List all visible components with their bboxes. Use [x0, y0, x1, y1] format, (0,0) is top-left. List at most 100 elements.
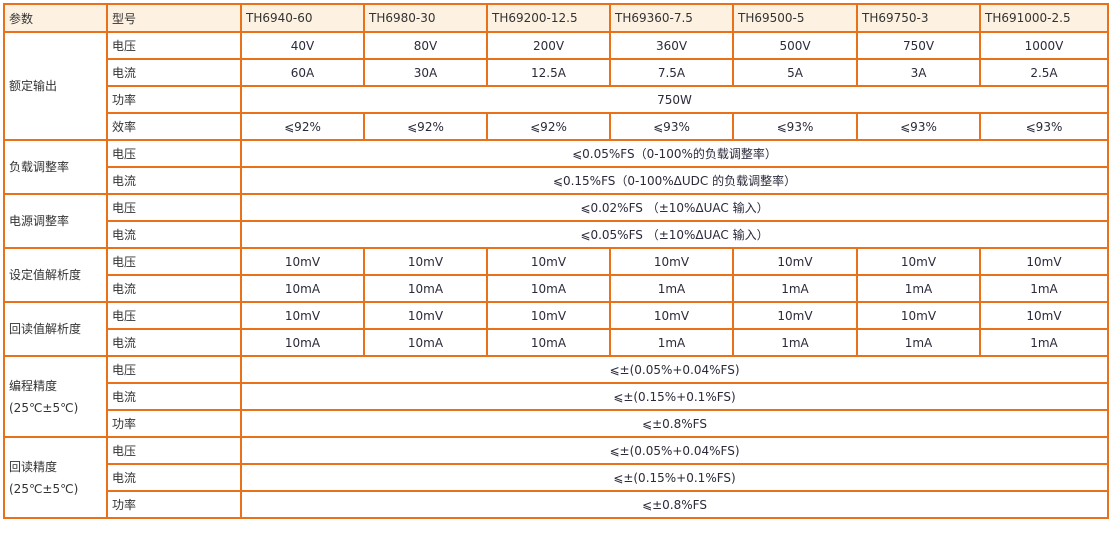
value-cell: 1mA [979, 274, 1109, 303]
value-cell: 1mA [979, 328, 1109, 357]
merged-value-cell: ⩽0.05%FS （±10%ΔUAC 输入） [240, 220, 1109, 249]
value-cell: 360V [609, 31, 734, 60]
value-cell: 10mA [486, 274, 611, 303]
value-cell: 10mA [240, 328, 365, 357]
group-label-cell: 额定输出 [3, 31, 108, 141]
merged-value-cell: ⩽±0.8%FS [240, 409, 1109, 438]
table-row: 回读值解析度 电压 10mV 10mV 10mV 10mV 10mV 10mV 10mV [3, 301, 1109, 357]
value-cell: 2.5A [979, 58, 1109, 87]
model-header-cell: TH69360-7.5 [609, 3, 734, 33]
value-cell: ⩽93% [732, 112, 858, 141]
table-row: 编程精度 (25℃±5℃) 电压 ⩽±(0.05%+0.04%FS) [3, 355, 1109, 438]
value-cell: 10mA [363, 274, 488, 303]
value-cell: 1mA [609, 274, 734, 303]
sub-param-cell: 电流 [106, 220, 242, 249]
group-note: (25℃±5℃) [9, 481, 79, 496]
group-label-cell: 负载调整率 [3, 139, 108, 195]
value-cell: 12.5A [486, 58, 611, 87]
value-cell: 1mA [856, 328, 981, 357]
sub-param-cell: 电压 [106, 139, 242, 168]
value-cell: ⩽92% [240, 112, 365, 141]
sub-param-cell: 电流 [106, 58, 242, 87]
sub-param-cell: 功率 [106, 409, 242, 438]
model-header-cell: TH6980-30 [363, 3, 488, 33]
value-cell: 40V [240, 31, 365, 60]
table-row: 电流 60A 30A 12.5A 7.5A 5A 3A 2.5A [4, 58, 1109, 87]
value-cell: 10mV [979, 301, 1109, 330]
sub-param-cell: 电流 [106, 328, 242, 357]
value-cell: ⩽93% [856, 112, 981, 141]
table-row: 效率 ⩽92% ⩽92% ⩽92% ⩽93% ⩽93% ⩽93% ⩽93% [4, 112, 1109, 141]
model-header-cell: TH69200-12.5 [486, 3, 611, 33]
sub-param-cell: 电流 [106, 166, 242, 195]
table-row: 电流 ⩽0.15%FS（0-100%ΔUDC 的负载调整率） [4, 166, 1109, 195]
table-row: 设定值解析度 电压 10mV 10mV 10mV 10mV 10mV 10mV 10mV [3, 247, 1109, 303]
group-note: (25℃±5℃) [9, 400, 79, 415]
value-cell: 60A [240, 58, 365, 87]
value-cell: 5A [732, 58, 858, 87]
sub-param-cell: 电压 [106, 301, 242, 330]
value-cell: 10mV [363, 247, 488, 276]
value-cell: 200V [486, 31, 611, 60]
sub-param-cell: 电流 [106, 382, 242, 411]
group-label: 编程精度 [9, 378, 58, 393]
value-cell: 10mV [609, 247, 734, 276]
header-row: 参数 型号 TH6940-60 TH6980-30 TH69200-12.5 TH69… [3, 3, 1109, 33]
value-cell: 30A [363, 58, 488, 87]
table-row: 功率 ⩽±0.8%FS [4, 409, 1109, 438]
sub-param-cell: 电压 [106, 31, 242, 60]
value-cell: 10mV [240, 301, 365, 330]
model-header-cell: TH69750-3 [856, 3, 981, 33]
table-row: 电源调整率 电压 ⩽0.02%FS （±10%ΔUAC 输入） [3, 193, 1109, 249]
sub-param-cell: 功率 [106, 490, 242, 519]
model-header-cell: TH691000-2.5 [979, 3, 1109, 33]
table-row: 额定输出 电压 40V 80V 200V 360V 500V 750V 1000V [3, 31, 1109, 141]
sub-param-cell: 电压 [106, 193, 242, 222]
merged-value-cell: ⩽±(0.05%+0.04%FS) [240, 436, 1109, 465]
group-label-cell: 设定值解析度 [3, 247, 108, 303]
spec-table: 参数 型号 TH6940-60 TH6980-30 TH69200-12.5 TH69… [3, 3, 1109, 519]
value-cell: 10mV [609, 301, 734, 330]
group-label: 回读值解析度 [9, 322, 82, 336]
value-cell: 1mA [732, 274, 858, 303]
merged-value-cell: ⩽0.05%FS（0-100%的负载调整率） [240, 139, 1109, 168]
merged-value-cell: ⩽0.02%FS （±10%ΔUAC 输入） [240, 193, 1109, 222]
table-row: 负载调整率 电压 ⩽0.05%FS（0-100%的负载调整率） [3, 139, 1109, 195]
merged-value-cell: ⩽±0.8%FS [240, 490, 1109, 519]
group-label: 回读精度 [9, 459, 58, 474]
table-row: 电流 ⩽±(0.15%+0.1%FS) [4, 463, 1109, 492]
group-label-cell: 编程精度 (25℃±5℃) [3, 355, 108, 438]
value-cell: ⩽92% [363, 112, 488, 141]
value-cell: 1mA [856, 274, 981, 303]
sub-param-cell: 电压 [106, 436, 242, 465]
table-row: 电流 ⩽0.05%FS （±10%ΔUAC 输入） [4, 220, 1109, 249]
value-cell: ⩽93% [609, 112, 734, 141]
table-row: 电流 10mA 10mA 10mA 1mA 1mA 1mA 1mA [4, 274, 1109, 303]
value-cell: 10mA [240, 274, 365, 303]
group-label: 负载调整率 [9, 160, 70, 174]
value-cell: 10mV [732, 301, 858, 330]
sub-param-cell: 功率 [106, 85, 242, 114]
value-cell: 10mA [486, 328, 611, 357]
value-cell: 10mV [856, 247, 981, 276]
value-cell: 10mV [486, 247, 611, 276]
value-cell: 10mV [240, 247, 365, 276]
model-header: 型号 [106, 3, 242, 33]
value-cell: 10mA [363, 328, 488, 357]
value-cell: 10mV [732, 247, 858, 276]
value-cell: 500V [732, 31, 858, 60]
sub-param-cell: 电流 [106, 463, 242, 492]
value-cell: 3A [856, 58, 981, 87]
group-label-cell: 回读值解析度 [3, 301, 108, 357]
model-header-cell: TH6940-60 [240, 3, 365, 33]
value-cell: 80V [363, 31, 488, 60]
table-row: 功率 750W [4, 85, 1109, 114]
table-row: 电流 10mA 10mA 10mA 1mA 1mA 1mA 1mA [4, 328, 1109, 357]
merged-value-cell: 750W [240, 85, 1109, 114]
sub-param-cell: 效率 [106, 112, 242, 141]
value-cell: ⩽93% [979, 112, 1109, 141]
sub-param-cell: 电压 [106, 247, 242, 276]
value-cell: 10mV [486, 301, 611, 330]
sub-param-cell: 电压 [106, 355, 242, 384]
merged-value-cell: ⩽0.15%FS（0-100%ΔUDC 的负载调整率） [240, 166, 1109, 195]
